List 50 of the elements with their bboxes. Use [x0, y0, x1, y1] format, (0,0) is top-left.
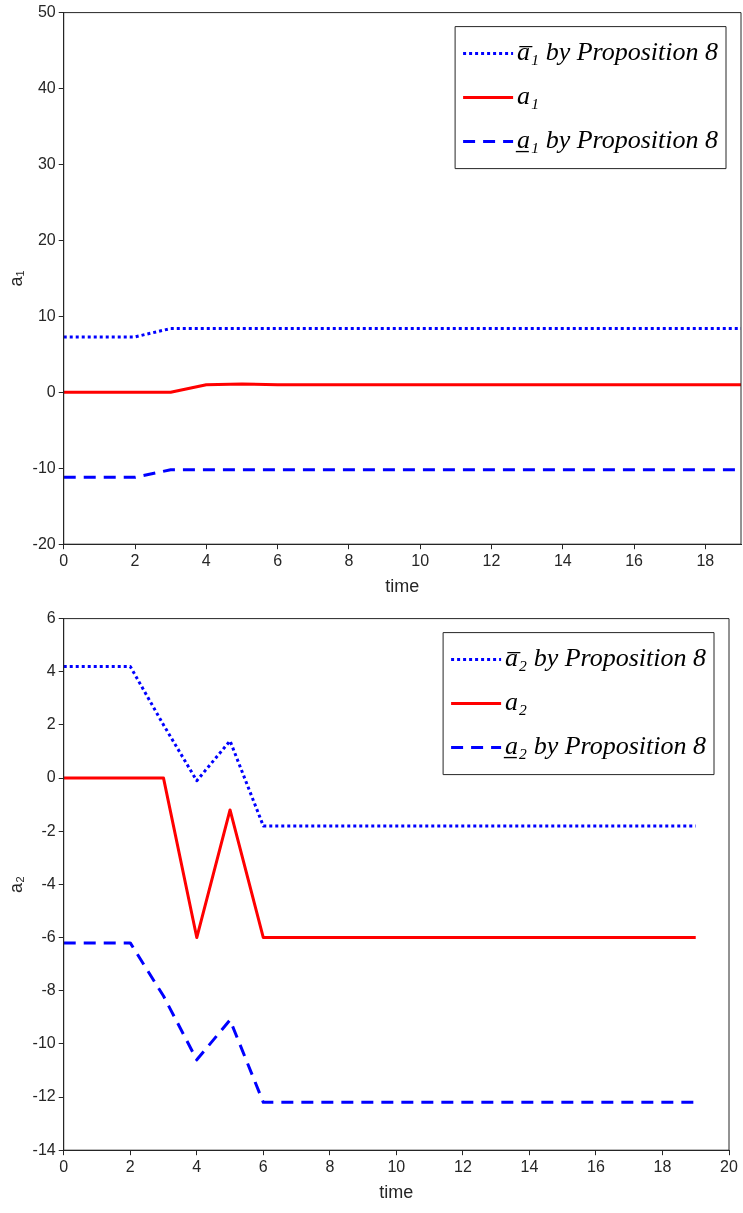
x-axis-title: time: [385, 576, 420, 597]
x-tick-label: 10: [411, 552, 430, 570]
y-tick-label: -10: [32, 1034, 56, 1052]
x-tick-label: 8: [344, 552, 354, 570]
legend-label: a̲₁ by Proposition 8: [515, 125, 718, 155]
y-axis-title: a₂: [5, 875, 26, 893]
x-tick-label: 18: [696, 552, 715, 570]
legend-label: a₁: [517, 81, 540, 111]
y-tick-label: 50: [37, 3, 56, 21]
y-tick-label: 4: [46, 662, 56, 680]
y-tick-label: 0: [46, 768, 56, 786]
y-tick-label: 6: [46, 609, 56, 627]
y-tick-label: 2: [46, 715, 56, 733]
y-tick-label: 10: [37, 306, 56, 324]
x-tick-label: 8: [325, 1158, 335, 1176]
x-tick-label: 16: [587, 1158, 605, 1176]
y-tick-label: -10: [32, 458, 56, 476]
y-axis-title: a₁: [5, 270, 26, 287]
y-tick-label: -2: [41, 821, 56, 839]
x-tick-label: 6: [273, 552, 283, 570]
x-tick-label: 20: [720, 1158, 738, 1176]
y-tick-label: -8: [41, 981, 56, 999]
x-tick-label: 0: [59, 552, 69, 570]
x-tick-label: 12: [482, 552, 501, 570]
x-tick-label: 16: [625, 552, 644, 570]
x-tick-label: 18: [653, 1158, 672, 1176]
y-tick-label: -20: [32, 534, 56, 552]
y-tick-label: -4: [41, 874, 56, 892]
y-tick-label: 0: [46, 382, 56, 400]
x-tick-label: 12: [453, 1158, 472, 1176]
legend-label: a̲₂ by Proposition 8: [503, 731, 706, 761]
x-tick-label: 2: [125, 1158, 135, 1176]
legend-label: a̅₂ by Proposition 8: [505, 643, 706, 673]
y-tick-label: -14: [32, 1140, 56, 1158]
x-tick-label: 4: [201, 552, 211, 570]
x-axis-title: time: [379, 1182, 414, 1203]
legend-label: a₂: [505, 687, 528, 717]
x-tick-label: 14: [520, 1158, 539, 1176]
y-tick-label: 40: [37, 78, 56, 96]
x-tick-label: 2: [130, 552, 140, 570]
x-tick-label: 14: [553, 552, 572, 570]
x-tick-label: 10: [387, 1158, 406, 1176]
y-tick-label: 30: [37, 154, 56, 172]
legend-label: a̅₁ by Proposition 8: [517, 37, 718, 67]
y-tick-label: -12: [32, 1087, 56, 1105]
y-tick-label: -6: [41, 927, 56, 945]
x-tick-label: 0: [59, 1158, 69, 1176]
y-tick-label: 20: [37, 230, 56, 248]
x-tick-label: 4: [192, 1158, 202, 1176]
x-tick-label: 6: [258, 1158, 268, 1176]
